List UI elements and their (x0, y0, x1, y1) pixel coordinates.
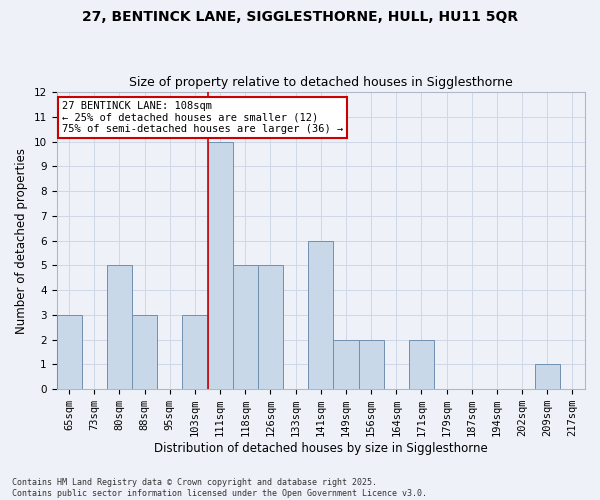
Bar (409, 340, 434, 389)
Text: 27, BENTINCK LANE, SIGGLESTHORNE, HULL, HU11 5QR: 27, BENTINCK LANE, SIGGLESTHORNE, HULL, … (82, 10, 518, 24)
Bar (535, 364, 560, 389)
Bar (359, 340, 383, 389)
Title: Size of property relative to detached houses in Sigglesthorne: Size of property relative to detached ho… (129, 76, 512, 90)
Bar (308, 240, 334, 389)
Text: Contains HM Land Registry data © Crown copyright and database right 2025.
Contai: Contains HM Land Registry data © Crown c… (12, 478, 427, 498)
Bar (334, 340, 359, 389)
Bar (182, 315, 208, 389)
Bar (56, 315, 82, 389)
Bar (258, 266, 283, 389)
Bar (233, 266, 258, 389)
Y-axis label: Number of detached properties: Number of detached properties (15, 148, 28, 334)
Bar (132, 315, 157, 389)
X-axis label: Distribution of detached houses by size in Sigglesthorne: Distribution of detached houses by size … (154, 442, 488, 455)
Bar (107, 266, 132, 389)
Bar (208, 142, 233, 389)
Text: 27 BENTINCK LANE: 108sqm
← 25% of detached houses are smaller (12)
75% of semi-d: 27 BENTINCK LANE: 108sqm ← 25% of detach… (62, 101, 343, 134)
